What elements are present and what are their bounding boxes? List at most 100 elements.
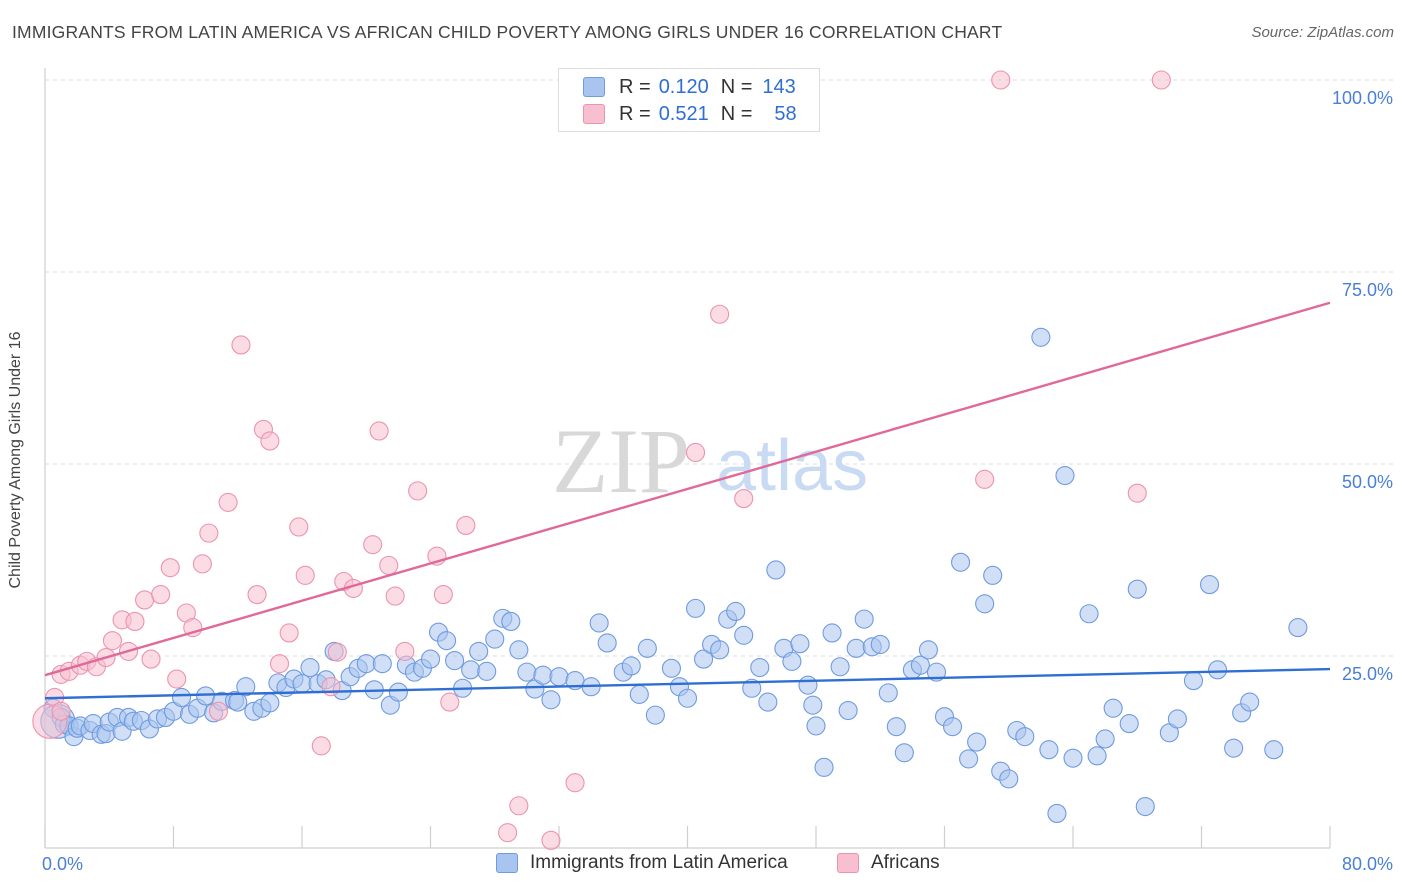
point-latin-america xyxy=(894,743,914,763)
point-africans xyxy=(135,590,155,610)
point-latin-america xyxy=(501,611,521,631)
point-latin-america xyxy=(485,629,505,649)
point-africans xyxy=(247,585,267,605)
point-latin-america xyxy=(300,657,320,678)
point-latin-america xyxy=(910,655,930,675)
point-latin-america xyxy=(445,651,465,671)
legend-label: Africans xyxy=(871,852,940,873)
point-africans xyxy=(456,515,476,535)
point-africans xyxy=(167,669,187,689)
point-latin-america xyxy=(517,662,537,682)
point-latin-america xyxy=(854,609,874,629)
watermark-zip: ZIP xyxy=(552,410,690,512)
point-africans xyxy=(541,830,561,850)
r-label: R = xyxy=(619,75,651,98)
point-latin-america xyxy=(803,695,823,715)
point-latin-america xyxy=(509,640,529,660)
point-latin-america xyxy=(878,683,898,703)
point-latin-america xyxy=(1055,465,1075,486)
legend-swatch-blue xyxy=(496,853,518,873)
legend-row-latin-america: R = 0.120 N = 143 xyxy=(583,75,796,99)
legend-label: Immigrants from Latin America xyxy=(530,852,788,873)
point-latin-america xyxy=(806,716,826,736)
series-legend: Immigrants from Latin America Africans xyxy=(0,852,1406,876)
point-latin-america xyxy=(846,638,866,658)
point-latin-america xyxy=(597,633,617,653)
point-africans xyxy=(279,623,299,643)
point-latin-america xyxy=(677,688,698,708)
y-tick-label: 75.0% xyxy=(1342,280,1393,300)
chart-title: IMMIGRANTS FROM LATIN AMERICA VS AFRICAN… xyxy=(12,22,1003,42)
point-latin-america xyxy=(758,692,778,712)
point-latin-america xyxy=(734,625,754,645)
point-latin-america xyxy=(621,656,641,676)
point-africans xyxy=(199,523,219,543)
point-latin-america xyxy=(999,769,1019,789)
point-latin-america xyxy=(629,684,649,704)
point-africans xyxy=(295,565,315,585)
point-africans xyxy=(289,517,309,537)
watermark: ZIP atlas xyxy=(552,410,868,512)
point-latin-america xyxy=(1031,327,1051,347)
point-latin-america xyxy=(533,665,553,685)
point-latin-america xyxy=(1288,618,1308,638)
point-africans xyxy=(734,489,754,509)
y-tick-label: 100.0% xyxy=(1332,88,1393,108)
point-latin-america xyxy=(918,640,938,660)
point-latin-america xyxy=(710,640,730,660)
point-africans xyxy=(565,773,585,793)
point-africans xyxy=(685,442,706,463)
grid xyxy=(45,79,1394,657)
point-latin-america xyxy=(1183,671,1204,691)
point-latin-america xyxy=(814,757,834,777)
point-latin-america xyxy=(685,598,706,618)
x-tick-label: 80.0% xyxy=(1342,854,1393,874)
point-latin-america xyxy=(356,654,376,674)
r-value: 0.521 xyxy=(658,102,709,125)
point-latin-america xyxy=(1087,746,1107,766)
point-latin-america xyxy=(766,560,786,580)
r-value: 0.120 xyxy=(658,75,709,98)
point-latin-america xyxy=(437,631,457,651)
point-latin-america xyxy=(1015,727,1035,747)
point-latin-america xyxy=(830,657,850,677)
trend-line-latin-america xyxy=(44,667,1331,700)
point-latin-america xyxy=(1127,579,1147,599)
stats-legend: R = 0.120 N = 143 R = 0.521 N = 58 xyxy=(558,68,820,132)
point-africans xyxy=(363,535,383,555)
point-africans xyxy=(385,586,405,606)
point-africans xyxy=(710,304,730,324)
point-latin-america xyxy=(942,717,963,737)
point-latin-america xyxy=(1095,729,1115,749)
point-latin-america xyxy=(388,682,408,702)
point-africans xyxy=(369,421,389,441)
point-africans xyxy=(975,469,995,489)
point-africans xyxy=(991,70,1011,90)
legend-item-africans[interactable]: Africans xyxy=(837,852,940,874)
point-latin-america xyxy=(196,686,216,706)
point-latin-america xyxy=(782,651,802,671)
y-tick-label: 50.0% xyxy=(1342,472,1393,492)
n-label: N = xyxy=(720,102,753,125)
point-latin-america xyxy=(372,654,392,674)
point-latin-america xyxy=(1264,740,1284,760)
legend-swatch-pink xyxy=(583,104,605,124)
r-label: R = xyxy=(619,102,651,125)
point-latin-america xyxy=(694,649,714,669)
point-africans xyxy=(160,558,180,578)
point-latin-america xyxy=(750,657,770,678)
trend-line-africans xyxy=(44,301,1331,677)
point-latin-america xyxy=(1240,692,1260,712)
point-latin-america xyxy=(822,623,842,643)
point-latin-america xyxy=(983,565,1003,585)
point-latin-america xyxy=(645,705,665,725)
point-latin-america xyxy=(292,674,312,694)
source-label: Source: ZipAtlas.com xyxy=(1251,24,1394,41)
legend-item-latin-america[interactable]: Immigrants from Latin America xyxy=(496,852,788,874)
y-tick-label: 25.0% xyxy=(1342,664,1393,684)
point-africans xyxy=(218,492,238,512)
point-latin-america xyxy=(420,649,441,669)
x-tick-label: 0.0% xyxy=(42,854,83,874)
n-value: 58 xyxy=(774,102,797,125)
